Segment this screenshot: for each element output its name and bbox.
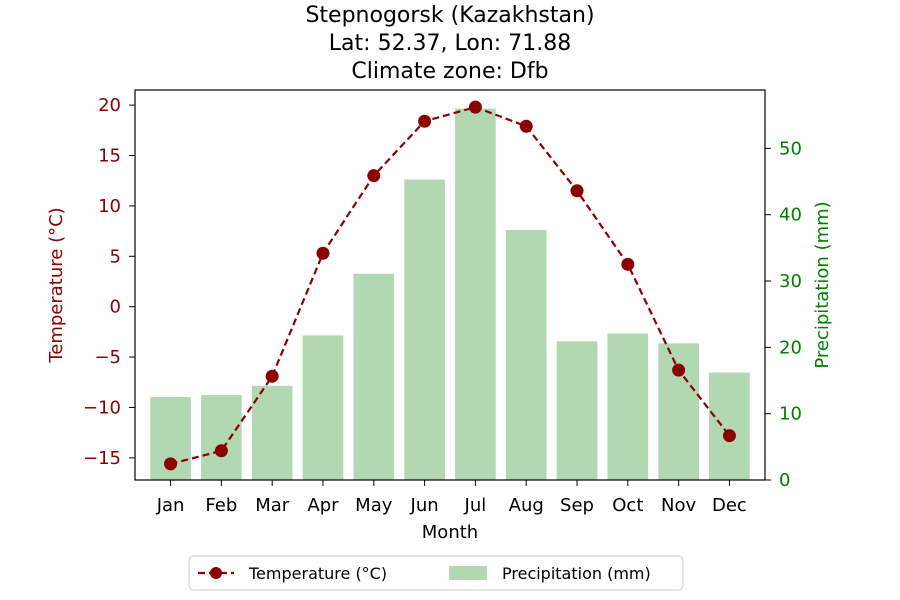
x-axis: Jan Feb Mar Apr May Jun Jul Aug Sep Oct Nov Dec <box>156 480 747 516</box>
x-tick-label-feb: Feb <box>205 495 237 516</box>
temperature-point-sep <box>570 184 584 198</box>
x-tick-label-nov: Nov <box>661 495 696 516</box>
temperature-series-line <box>170 105 731 465</box>
temperature-point-aug <box>519 119 533 133</box>
precipitation-bar-may <box>353 273 395 480</box>
temperature-point-jul <box>468 100 482 114</box>
y-left-tick-label: 20 <box>98 95 121 116</box>
temperature-point-nov <box>672 363 686 377</box>
title-line-3: Climate zone: Dfb <box>351 59 548 84</box>
precipitation-bar-apr <box>302 335 344 480</box>
legend-precipitation-label: Precipitation (mm) <box>502 564 651 583</box>
temperature-point-may <box>367 169 381 183</box>
y-left-tick-label: 10 <box>98 196 121 217</box>
legend-temperature-label: Temperature (°C) <box>248 564 387 583</box>
precipitation-bar-sep <box>556 341 598 480</box>
y-right-tick-label: 40 <box>779 205 802 226</box>
x-tick-label-jan: Jan <box>156 495 185 516</box>
chart-title: Stepnogorsk (Kazakhstan) Lat: 52.37, Lon… <box>305 3 594 84</box>
temperature-point-feb <box>214 444 228 458</box>
y-left-tick-label: −10 <box>83 397 121 418</box>
precipitation-bars <box>150 108 750 481</box>
y-right-tick-label: 10 <box>779 404 802 425</box>
precipitation-bar-aug <box>505 229 547 480</box>
temperature-line <box>164 100 736 471</box>
temperature-point-mar <box>265 369 279 383</box>
legend-precipitation-swatch <box>449 566 487 580</box>
x-tick-label-mar: Mar <box>255 495 290 516</box>
legend-temperature-marker <box>210 567 222 579</box>
x-tick-label-may: May <box>355 495 393 516</box>
legend: Temperature (°C) Precipitation (mm) <box>188 555 684 591</box>
x-tick-label-apr: Apr <box>307 495 339 516</box>
y-right-tick-label: 30 <box>779 271 802 292</box>
precipitation-bar-jul <box>455 108 496 481</box>
y-axis-right-label: Precipitation (mm) <box>812 201 833 368</box>
y-left-tick-label: −5 <box>94 347 121 368</box>
precipitation-bar-mar <box>251 385 293 480</box>
y-left-tick-label: 0 <box>110 297 121 318</box>
x-tick-label-sep: Sep <box>560 495 594 516</box>
x-axis-label: Month <box>422 522 478 543</box>
title-line-1: Stepnogorsk (Kazakhstan) <box>305 3 594 28</box>
temperature-point-apr <box>316 246 330 260</box>
x-tick-label-oct: Oct <box>612 495 643 516</box>
x-tick-label-jul: Jul <box>464 495 487 516</box>
temperature-point-dec <box>722 429 736 443</box>
y-right-tick-label: 50 <box>779 138 802 159</box>
precipitation-bar-jun <box>404 179 445 480</box>
y-left-tick-label: −15 <box>83 448 121 469</box>
y-axis-left: −15 −10 −5 0 5 10 15 20 <box>83 95 135 469</box>
x-tick-label-jun: Jun <box>410 495 439 516</box>
y-axis-right: 0 10 20 30 40 50 <box>765 138 802 491</box>
plot-frame <box>134 89 766 481</box>
y-left-tick-label: 15 <box>98 146 121 167</box>
legend-box <box>188 555 684 591</box>
y-left-tick-label: 5 <box>110 246 121 267</box>
temperature-point-jun <box>418 114 432 128</box>
temperature-point-oct <box>621 257 635 271</box>
y-axis-left-label: Temperature (°C) <box>46 207 67 363</box>
precipitation-bar-dec <box>709 372 750 480</box>
precipitation-bar-feb <box>201 395 242 480</box>
y-right-tick-label: 0 <box>779 470 790 491</box>
title-line-2: Lat: 52.37, Lon: 71.88 <box>329 31 571 56</box>
temperature-point-jan <box>164 457 178 471</box>
x-tick-label-aug: Aug <box>509 495 544 516</box>
x-tick-label-dec: Dec <box>712 495 747 516</box>
precipitation-bar-oct <box>607 333 649 480</box>
y-right-tick-label: 20 <box>779 337 802 358</box>
